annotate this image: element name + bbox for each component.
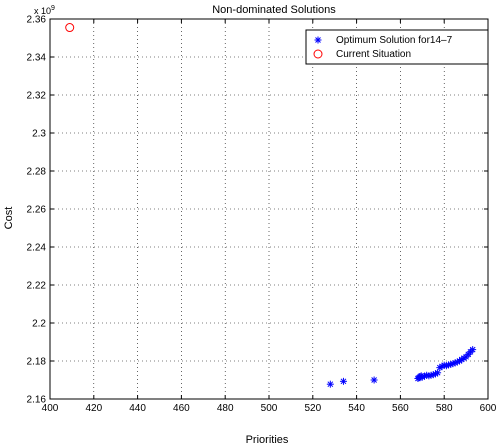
x-tick-label: 580 (436, 403, 453, 414)
data-point-optimum (370, 376, 378, 384)
y-tick-label: 2.18 (27, 357, 47, 368)
asterisk-stroke (371, 377, 377, 383)
y-tick-label: 2.16 (27, 395, 47, 406)
y-axis-label: Cost (3, 207, 15, 230)
grid-lines (50, 19, 488, 399)
asterisk-stroke (340, 378, 347, 385)
data-point-optimum (460, 354, 468, 362)
asterisk-stroke (469, 346, 476, 353)
y-tick-label: 2.28 (27, 167, 47, 178)
legend: Optimum Solution for14–7 Current Situati… (305, 29, 489, 65)
asterisk-stroke (423, 372, 430, 379)
x-tick-label: 500 (261, 403, 278, 414)
x-tick-label: 560 (392, 403, 409, 414)
asterisk-stroke (327, 381, 334, 388)
y-tick-label: 2.26 (27, 205, 47, 216)
legend-item-optimum: Optimum Solution for14–7 (314, 35, 453, 46)
asterisk-stroke (434, 369, 441, 376)
x-tick-label: 420 (85, 403, 102, 414)
x-tick-label: 600 (480, 403, 497, 414)
x-tick-label: 460 (173, 403, 190, 414)
x-tick-label: 520 (304, 403, 321, 414)
asterisk-stroke (315, 37, 321, 43)
y-tick-label: 2.24 (27, 243, 47, 254)
legend-label-optimum: Optimum Solution for14–7 (336, 35, 453, 46)
data-points (65, 23, 477, 388)
x-tick-label: 540 (348, 403, 365, 414)
data-point-optimum (469, 346, 477, 354)
y-tick-label: 2.22 (27, 281, 47, 292)
data-point-optimum (326, 380, 334, 388)
x-tick-label: 480 (217, 403, 234, 414)
y-tick-label: 2.3 (32, 129, 46, 140)
legend-asterisk (314, 36, 322, 44)
chart-title: Non-dominated Solutions (212, 4, 336, 16)
y-tick-label: 2.34 (27, 53, 47, 64)
x-axis-label: Priorities (246, 434, 289, 446)
legend-marker-circle (313, 49, 323, 59)
y-axis-exponent: x 109 (34, 5, 55, 16)
legend-item-current: Current Situation (313, 49, 411, 60)
legend-label-current: Current Situation (336, 49, 411, 60)
x-tick-label: 400 (42, 403, 59, 414)
legend-box (305, 29, 489, 65)
y-tick-label: 2.36 (27, 15, 47, 26)
y-tick-label: 2.2 (32, 319, 46, 330)
data-point-current (65, 23, 75, 33)
asterisk-stroke (441, 362, 448, 369)
axis-ticks: 400 420 440 460 480 500 520 540 560 580 600 2.16 2.1… (27, 15, 497, 415)
y-tick-label: 2.32 (27, 91, 47, 102)
legend-marker-asterisk (314, 36, 322, 44)
data-point-optimum (339, 377, 347, 385)
x-tick-label: 440 (129, 403, 146, 414)
